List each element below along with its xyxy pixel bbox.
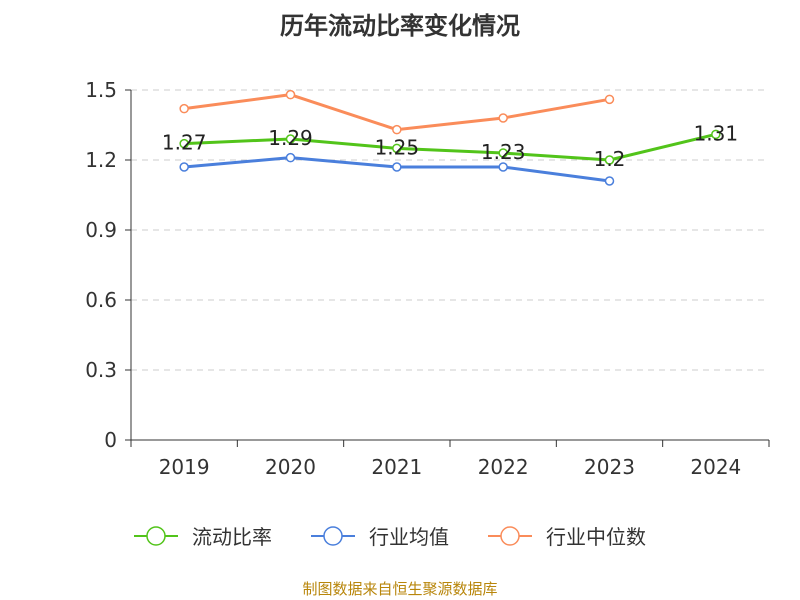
legend-marker[interactable] <box>500 526 520 546</box>
series-line <box>184 132 717 162</box>
data-point[interactable] <box>604 155 615 165</box>
x-tick-label: 2021 <box>371 455 422 479</box>
data-point[interactable] <box>392 124 402 135</box>
data-point[interactable] <box>179 103 189 114</box>
data-label: 1.31 <box>694 121 739 145</box>
y-tick-label: 0.9 <box>85 218 117 242</box>
legend-label[interactable]: 行业均值 <box>369 525 449 549</box>
data-point[interactable] <box>604 176 615 186</box>
y-tick-label: 0.3 <box>85 358 117 382</box>
data-point[interactable] <box>498 113 508 123</box>
x-tick-label: 2024 <box>690 455 741 479</box>
data-point[interactable] <box>179 138 189 149</box>
data-label: 1.29 <box>268 126 313 150</box>
y-tick-label: 1.5 <box>85 78 117 102</box>
data-point[interactable] <box>392 143 402 154</box>
legend-marker[interactable] <box>146 526 166 546</box>
series-line <box>183 93 610 132</box>
data-point[interactable] <box>285 152 296 163</box>
data-point[interactable] <box>498 162 508 172</box>
x-tick-label: 2022 <box>478 455 529 479</box>
y-tick-label: 0.6 <box>85 288 117 312</box>
data-point[interactable] <box>285 89 296 100</box>
data-point[interactable] <box>498 148 508 158</box>
data-label: 1.2 <box>594 147 626 171</box>
data-point[interactable] <box>711 129 721 140</box>
chart-title: 历年流动比率变化情况 <box>280 12 520 40</box>
data-label: 1.27 <box>162 131 207 155</box>
data-label: 1.23 <box>481 140 526 164</box>
y-tick-label: 0 <box>104 428 117 452</box>
legend-marker[interactable] <box>323 526 343 546</box>
y-tick-label: 1.2 <box>85 148 117 172</box>
legend-label[interactable]: 流动比率 <box>192 525 272 549</box>
x-tick-label: 2020 <box>265 455 316 479</box>
data-point[interactable] <box>285 134 296 144</box>
data-label: 1.25 <box>375 135 420 159</box>
x-tick-label: 2019 <box>159 455 210 479</box>
x-tick-label: 2023 <box>584 455 635 479</box>
data-point[interactable] <box>604 94 615 105</box>
data-point[interactable] <box>392 162 402 172</box>
source-note: 制图数据来自恒生聚源数据库 <box>302 580 498 598</box>
legend-label[interactable]: 行业中位数 <box>546 525 646 549</box>
data-point[interactable] <box>179 162 189 172</box>
